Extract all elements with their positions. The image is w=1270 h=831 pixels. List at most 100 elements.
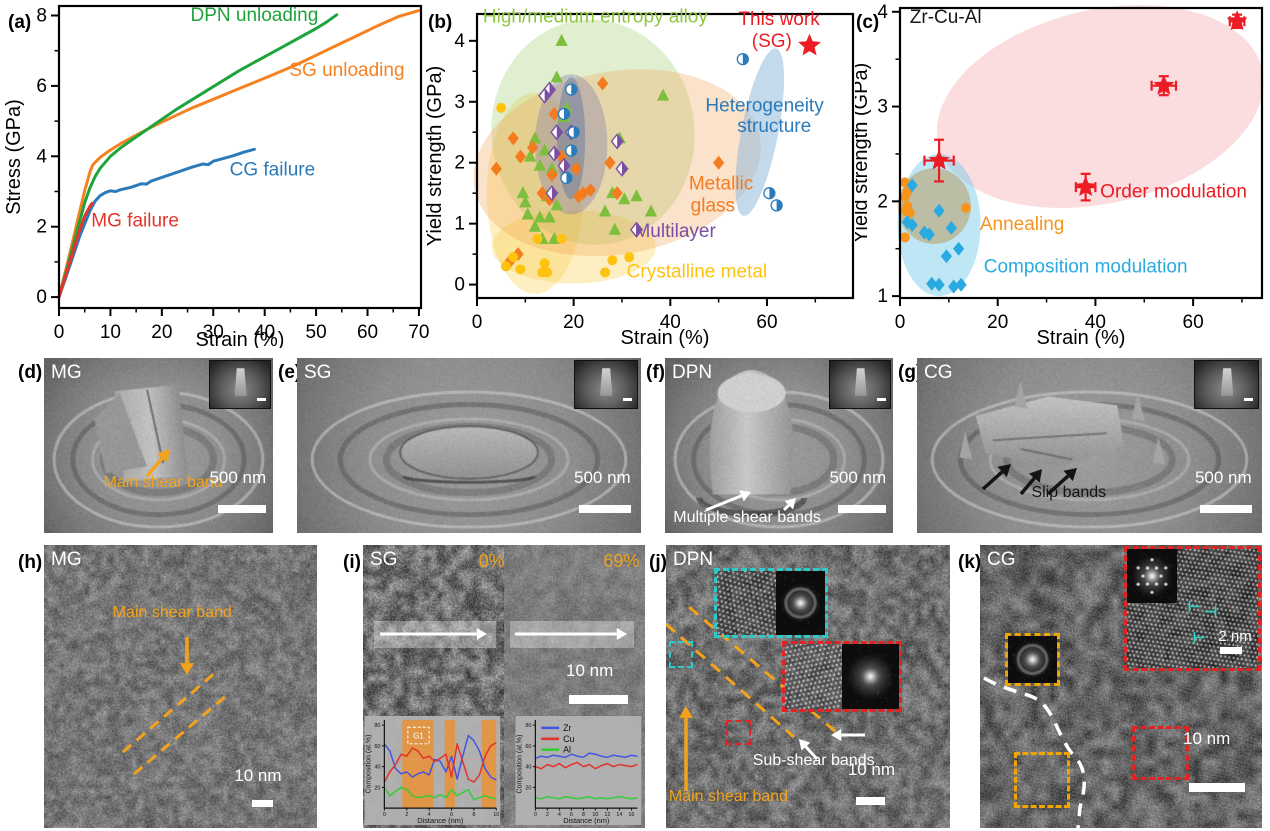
sample-label-sg: SG xyxy=(304,362,331,384)
svg-text:20: 20 xyxy=(151,322,172,343)
lattice-image xyxy=(717,571,776,636)
main-shear-band-label: Main shear band xyxy=(103,474,222,492)
annotation-text: structure xyxy=(737,116,811,137)
scalebar-text: 500 nm xyxy=(1195,468,1252,488)
scalebar xyxy=(218,505,266,513)
svg-text:1: 1 xyxy=(877,286,888,307)
svg-text:10: 10 xyxy=(494,812,500,818)
inset-scalebar-text: 2 nm xyxy=(1218,628,1251,645)
y-axis-label: Stress (GPa) xyxy=(3,99,25,215)
annotation-text: High/medium entropy alloy xyxy=(483,7,708,28)
svg-text:14: 14 xyxy=(617,812,623,818)
svg-text:60: 60 xyxy=(357,322,378,343)
main-shear-band-label: Main shear band xyxy=(669,788,788,806)
panel-tag: (b) xyxy=(428,12,452,33)
sample-label-cg: CG xyxy=(924,362,953,384)
svg-text:4: 4 xyxy=(454,31,465,52)
svg-text:Composition (at.%): Composition (at.%) xyxy=(366,735,373,794)
annotation-text: This work xyxy=(738,9,820,30)
annotation-text: Metallic xyxy=(689,174,753,195)
annotation-text: glass xyxy=(691,195,735,216)
fft-pattern xyxy=(842,644,899,709)
svg-text:2: 2 xyxy=(546,812,549,818)
inset-scalebar xyxy=(1220,647,1242,654)
figure-root: 0 10 20 30 40 50 60 70 0 2 4 6 8 Strain (%) Stress (GP… xyxy=(0,0,1270,831)
annotation-text: Order modulation xyxy=(1100,182,1247,203)
y-axis-label: Yield strength (GPa) xyxy=(425,66,446,246)
fft-pattern xyxy=(776,571,824,636)
fft-pattern xyxy=(1008,636,1057,684)
svg-text:20: 20 xyxy=(526,786,532,792)
dislocation-icon: ⊥ xyxy=(1191,631,1206,644)
scalebar xyxy=(856,797,884,805)
svg-text:Al: Al xyxy=(563,745,571,755)
svg-text:6: 6 xyxy=(36,76,47,97)
scalebar-text: 500 nm xyxy=(209,468,266,488)
inset-scalebar xyxy=(623,398,632,401)
series-this-work-sg- xyxy=(798,34,821,56)
svg-text:1: 1 xyxy=(454,214,465,235)
y-axis-label: Yield strength (GPa) xyxy=(855,63,872,243)
svg-text:80: 80 xyxy=(375,723,381,729)
composition-profile-69pct: 0 2 4 6 8 10 12 14 16 20 40 60 80 Distance (nm) Compos… xyxy=(515,716,642,825)
svg-text:Composition (at.%): Composition (at.%) xyxy=(517,735,524,794)
svg-text:0: 0 xyxy=(472,312,483,333)
annotation-text: Heterogeneity xyxy=(705,96,824,117)
scalebar xyxy=(838,505,886,513)
x-axis-label: Strain (%) xyxy=(196,329,285,348)
inset-scalebar xyxy=(1244,398,1253,401)
svg-text:20: 20 xyxy=(375,786,381,792)
stress-strain-chart: 0 10 20 30 40 50 60 70 0 2 4 6 8 Strain (%) Stress (GP… xyxy=(0,0,430,348)
svg-text:16: 16 xyxy=(629,812,635,818)
x-axis-label: Strain (%) xyxy=(621,327,710,348)
sem-image-sg: SG 500 nm xyxy=(297,358,641,533)
panel-tag-d: (d) xyxy=(18,362,42,384)
pillar-silhouette xyxy=(600,368,612,395)
svg-text:2: 2 xyxy=(406,812,409,818)
fft-box-yellow xyxy=(1005,633,1060,687)
svg-text:80: 80 xyxy=(526,723,532,729)
dislocation-icon: ⊥ xyxy=(1204,605,1219,618)
svg-text:40: 40 xyxy=(526,765,532,771)
svg-text:60: 60 xyxy=(756,312,777,333)
scalebar-text: 10 nm xyxy=(848,760,895,780)
svg-text:2: 2 xyxy=(877,191,888,212)
nanocrystal-inset-cyan xyxy=(714,568,828,639)
composition-profile-0pct: 0 2 4 6 8 10 20 40 60 80 Distance (nm) Composition … xyxy=(364,716,501,825)
annotation-text: MG failure xyxy=(91,211,179,232)
svg-text:Distance (nm): Distance (nm) xyxy=(418,816,464,825)
svg-text:3: 3 xyxy=(877,97,888,118)
annotation-text: CG failure xyxy=(230,160,316,181)
lattice-image xyxy=(785,644,842,709)
scalebar xyxy=(1200,505,1252,513)
region-marker-yellow xyxy=(1014,752,1070,809)
sem-inset-overview xyxy=(574,360,638,409)
sem-image-cg: CG Slip bands 500 nm xyxy=(917,358,1262,533)
scalebar-text: 500 nm xyxy=(574,468,631,488)
tem-image-mg: MG Main shear band 10 nm xyxy=(44,545,317,828)
inset-scalebar xyxy=(257,398,266,401)
svg-text:20: 20 xyxy=(987,312,1008,333)
sem-inset-overview xyxy=(1194,360,1258,409)
panel-tag-f: (f) xyxy=(646,362,665,384)
svg-text:Zr: Zr xyxy=(563,723,571,733)
svg-text:2: 2 xyxy=(454,153,465,174)
annotation-text: DPN unloading xyxy=(190,5,318,26)
scalebar xyxy=(252,800,274,807)
lattice-inset-red: ⊥ ⊥ ⊥ 2 nm xyxy=(1124,546,1261,671)
svg-text:60: 60 xyxy=(526,744,532,750)
svg-text:4: 4 xyxy=(36,146,47,167)
scalebar-text: 10 nm xyxy=(234,766,281,786)
pillar-silhouette xyxy=(1221,368,1233,395)
annotation-text: Zr-Cu-Al xyxy=(910,7,982,28)
svg-text:10: 10 xyxy=(100,322,121,343)
tem-image-dpn: DPN Main shear band Sub-shear bands 10 n… xyxy=(666,545,950,828)
pillar-silhouette xyxy=(855,368,867,395)
sample-label-dpn: DPN xyxy=(673,549,713,571)
strain-label-0pct: 0% xyxy=(479,551,505,572)
region-marker-red xyxy=(1132,726,1188,780)
svg-text:60: 60 xyxy=(375,744,381,750)
tem-image-sg-before-after: SG 0% 69% 10 nm 0 2 4 6 8 10 20 40 60 80 Distance … xyxy=(363,545,645,828)
annotation-text: SG unloading xyxy=(289,60,404,81)
sem-image-mg: MG Main shear band 500 nm xyxy=(44,358,273,533)
